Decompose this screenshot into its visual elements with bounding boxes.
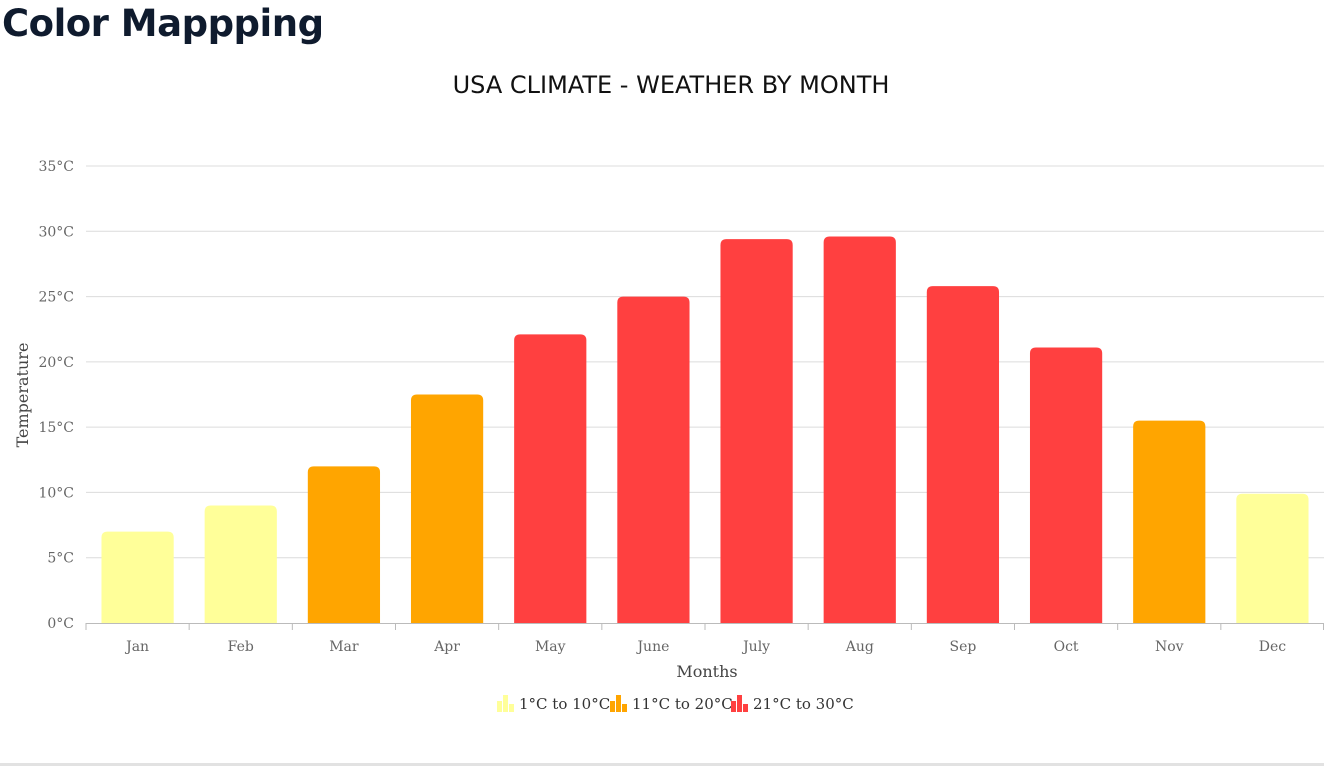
bars [101, 236, 1309, 623]
legend-swatch [731, 701, 736, 712]
grid-lines [86, 165, 1324, 559]
y-tick-label: 15°C [38, 420, 74, 436]
x-tick-label: Jan [124, 639, 149, 655]
bar [1029, 347, 1103, 623]
y-axis-tick-labels: 0°C 5°C 10°C 15°C 20°C 25°C 30°C 35°C [38, 159, 74, 632]
legend-swatch [616, 695, 621, 712]
legend-swatch [737, 695, 742, 712]
legend-swatch [610, 701, 615, 712]
x-tick-label: Apr [433, 639, 460, 655]
x-tick-label: Oct [1054, 639, 1079, 655]
y-tick-label: 25°C [38, 290, 74, 306]
legend-swatch [743, 704, 748, 712]
legend-item: 11°C to 20°C [610, 695, 733, 713]
x-tick-label: Nov [1155, 639, 1184, 655]
page-title: Color Mappping [2, 2, 324, 45]
y-tick-label: 30°C [38, 224, 74, 240]
y-tick-label: 5°C [47, 551, 74, 567]
x-tick-label: Sep [949, 639, 976, 655]
legend-label: 21°C to 30°C [753, 695, 854, 713]
legend-swatch [622, 704, 627, 712]
bottom-divider [0, 763, 1324, 766]
legend-swatch [509, 704, 514, 712]
bar [514, 334, 587, 623]
legend-label: 11°C to 20°C [632, 695, 733, 713]
y-axis-title: Temperature [13, 343, 32, 448]
y-tick-label: 20°C [38, 355, 74, 371]
bar [204, 505, 277, 623]
y-tick-label: 10°C [38, 485, 74, 501]
x-tick-label: July [741, 639, 770, 655]
x-tick-label: Mar [329, 639, 359, 655]
legend-swatch [503, 695, 508, 712]
bar [823, 236, 896, 623]
bar [1236, 493, 1309, 623]
x-axis: Jan Feb Mar Apr May June July Aug Sep Oct Nov Dec [85, 623, 1324, 655]
bar [1133, 420, 1206, 623]
bar [617, 296, 690, 623]
bar [720, 239, 793, 623]
y-tick-label: 35°C [38, 159, 74, 175]
legend-swatch [497, 701, 502, 712]
bar [101, 531, 174, 623]
bar [307, 466, 381, 623]
x-tick-label: Aug [845, 639, 874, 655]
x-axis-title: Months [676, 662, 737, 681]
y-tick-label: 0°C [47, 616, 74, 632]
bar [410, 394, 484, 623]
x-tick-label: Feb [228, 639, 254, 655]
legend: 1°C to 10°C 11°C to 20°C 21°C to 30°C [497, 695, 854, 713]
x-tick-label: June [635, 639, 669, 655]
legend-item: 1°C to 10°C [497, 695, 610, 713]
bar [926, 286, 1000, 623]
legend-label: 1°C to 10°C [519, 695, 610, 713]
legend-item: 21°C to 30°C [731, 695, 854, 713]
x-tick-label: May [535, 639, 566, 655]
chart-title: USA CLIMATE - WEATHER BY MONTH [453, 71, 890, 99]
x-tick-label: Dec [1259, 639, 1287, 655]
